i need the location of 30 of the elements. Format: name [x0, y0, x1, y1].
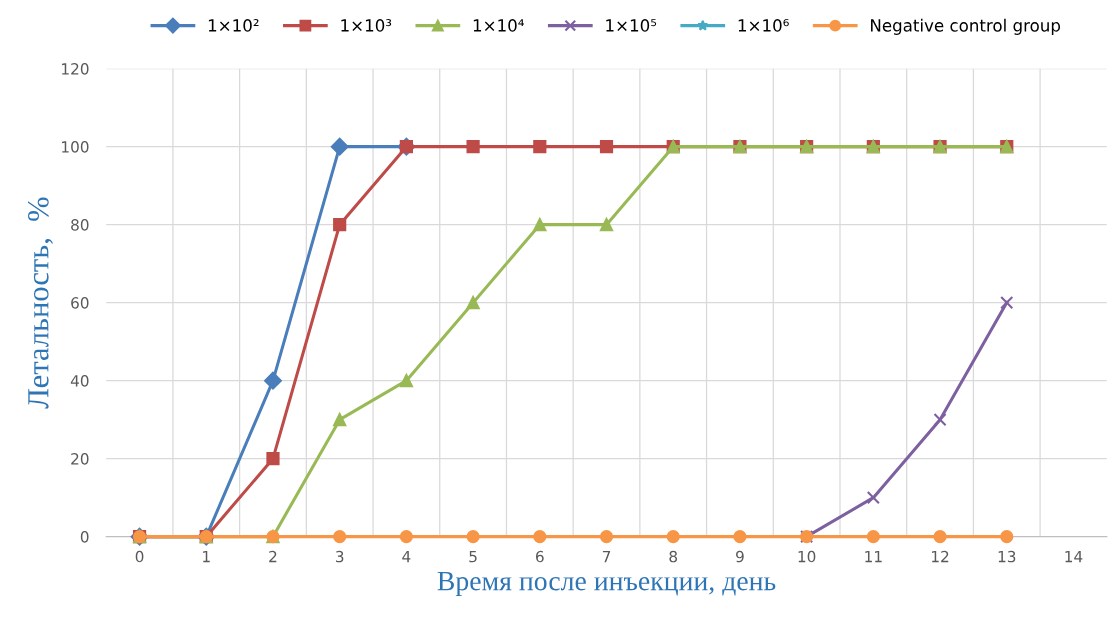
x-tick-label: 9: [736, 550, 744, 563]
x-tick-label: 6: [536, 550, 544, 563]
y-tick-label: 20: [71, 453, 89, 465]
x-tick-label: 10: [798, 550, 816, 563]
legend-label: Negative control group: [871, 18, 1061, 35]
x-tick-label: 14: [1065, 551, 1083, 563]
y-tick-label: 120: [62, 63, 89, 75]
y-tick-label: 100: [62, 141, 89, 153]
x-axis-title: Время после инъекции, день: [437, 571, 776, 597]
x-tick-label: 12: [932, 550, 949, 563]
x-tick-label: 8: [669, 550, 678, 563]
legend-label: 1×10⁵: [606, 19, 657, 32]
x-tick-label: 0: [135, 550, 144, 563]
legend-label: 1×10²: [208, 19, 259, 32]
y-tick-label: 80: [71, 219, 89, 231]
y-axis-title: Летальность, %: [28, 197, 54, 409]
x-tick-label: 13: [998, 550, 1016, 563]
x-tick-label: 5: [469, 551, 477, 563]
y-tick-label: 60: [71, 297, 89, 309]
x-tick-label: 4: [402, 551, 411, 563]
y-tick-label: 40: [70, 375, 89, 387]
legend-label: 1×10⁴: [473, 19, 524, 32]
x-tick-label: 1: [203, 551, 210, 563]
y-tick-label: 0: [80, 531, 89, 543]
x-tick-label: 7: [602, 551, 611, 563]
x-tick-label: 3: [335, 550, 344, 563]
legend-label: 1×10³: [341, 19, 392, 32]
x-tick-label: 2: [269, 550, 277, 563]
x-tick-label: 11: [865, 551, 882, 563]
legend-label: 1×10⁶: [738, 19, 789, 32]
